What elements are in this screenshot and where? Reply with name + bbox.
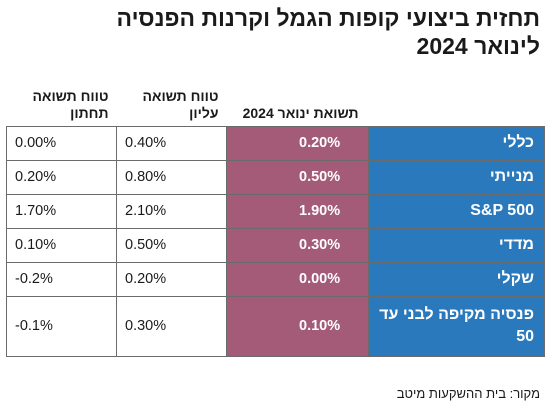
table-row: 1.70% 2.10% 1.90% S&P 500 — [6, 193, 545, 229]
page-title: תחזית ביצועי קופות הגמל וקרנות הפנסיה לי… — [10, 4, 540, 60]
high-range-cell: 0.20% — [116, 261, 227, 297]
fund-type-cell: שקלי — [368, 261, 545, 297]
january-return-cell: 0.30% — [226, 227, 369, 263]
january-return-cell: 0.10% — [226, 295, 369, 357]
low-range-cell: 1.70% — [6, 193, 117, 229]
fund-type-cell: מנייתי — [368, 159, 545, 195]
low-range-cell: 0.20% — [6, 159, 117, 195]
table-header-row: טווח תשואה תחתון טווח תשואה עליון תשואת … — [7, 80, 545, 126]
title-line-1: תחזית ביצועי קופות הגמל וקרנות הפנסיה — [116, 5, 540, 31]
header-january-return: תשואת ינואר 2024 — [242, 104, 359, 121]
january-return-cell: 0.50% — [226, 159, 369, 195]
table-row: -0.2% 0.20% 0.00% שקלי — [6, 261, 545, 297]
title-line-2: לינואר 2024 — [416, 33, 540, 59]
high-range-cell: 2.10% — [116, 193, 227, 229]
fund-type-cell: מדדי — [368, 227, 545, 263]
high-range-cell: 0.50% — [116, 227, 227, 263]
low-range-cell: 0.00% — [6, 125, 117, 161]
low-range-cell: -0.2% — [6, 261, 117, 297]
table-row: 0.10% 0.50% 0.30% מדדי — [6, 227, 545, 263]
source-note: מקור: בית ההשקעות מיטב — [396, 386, 540, 401]
table-row: 0.20% 0.80% 0.50% מנייתי — [6, 159, 545, 195]
header-low-range: טווח תשואה תחתון — [32, 87, 109, 121]
january-return-cell: 0.20% — [226, 125, 369, 161]
table-row: 0.00% 0.40% 0.20% כללי — [6, 125, 545, 161]
low-range-cell: 0.10% — [6, 227, 117, 263]
returns-table: טווח תשואה תחתון טווח תשואה עליון תשואת … — [6, 80, 545, 357]
fund-type-cell: S&P 500 — [368, 193, 545, 229]
january-return-cell: 0.00% — [226, 261, 369, 297]
header-high-range: טווח תשואה עליון — [142, 87, 219, 121]
high-range-cell: 0.40% — [116, 125, 227, 161]
header-fund-type — [369, 80, 545, 126]
january-return-cell: 1.90% — [226, 193, 369, 229]
fund-type-cell: כללי — [368, 125, 545, 161]
low-range-cell: -0.1% — [6, 295, 117, 357]
high-range-cell: 0.80% — [116, 159, 227, 195]
fund-type-cell: פנסיה מקיפה לבני עד 50 — [368, 295, 545, 357]
high-range-cell: 0.30% — [116, 295, 227, 357]
table-row: -0.1% 0.30% 0.10% פנסיה מקיפה לבני עד 50 — [6, 295, 545, 357]
